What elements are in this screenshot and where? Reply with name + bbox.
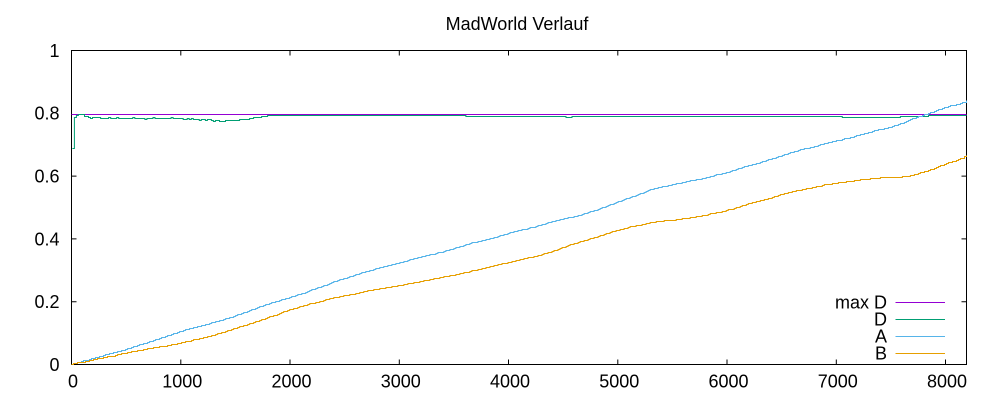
svg-text:5000: 5000 <box>599 372 639 392</box>
svg-text:6000: 6000 <box>708 372 748 392</box>
svg-text:0.2: 0.2 <box>34 292 59 312</box>
svg-text:0.8: 0.8 <box>34 104 59 124</box>
svg-text:8000: 8000 <box>927 372 967 392</box>
svg-text:0: 0 <box>49 355 59 375</box>
svg-text:max D: max D <box>835 293 887 313</box>
svg-text:MadWorld Verlauf: MadWorld Verlauf <box>446 14 590 34</box>
svg-text:4000: 4000 <box>490 372 530 392</box>
svg-text:1: 1 <box>49 41 59 61</box>
svg-text:B: B <box>875 344 887 364</box>
svg-text:7000: 7000 <box>818 372 858 392</box>
svg-text:2000: 2000 <box>271 372 311 392</box>
svg-text:D: D <box>874 310 887 330</box>
svg-text:A: A <box>875 327 887 347</box>
svg-text:3000: 3000 <box>381 372 421 392</box>
svg-text:0.4: 0.4 <box>34 229 59 249</box>
svg-text:0.6: 0.6 <box>34 167 59 187</box>
svg-text:1000: 1000 <box>162 372 202 392</box>
svg-text:0: 0 <box>68 372 78 392</box>
